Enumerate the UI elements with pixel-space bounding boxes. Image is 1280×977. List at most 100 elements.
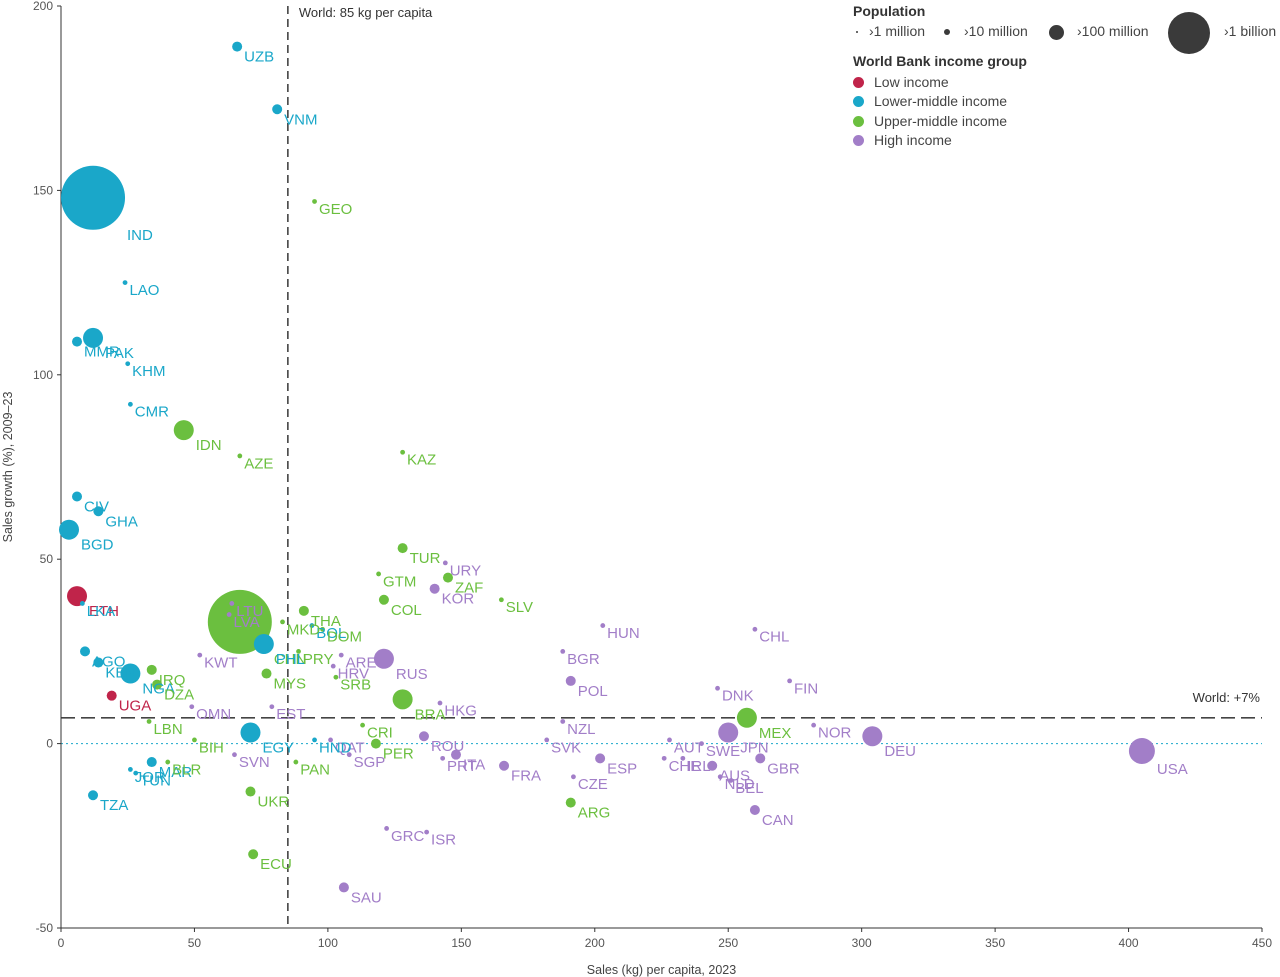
label-mmr: MMR bbox=[84, 344, 120, 361]
label-khm: KHM bbox=[132, 363, 165, 380]
high-income-swatch bbox=[853, 135, 864, 146]
label-nld: NLD bbox=[725, 776, 755, 793]
label-isr: ISR bbox=[431, 832, 456, 849]
label-cmr: CMR bbox=[135, 404, 169, 421]
point-chl bbox=[752, 626, 758, 632]
label-ecu: ECU bbox=[260, 856, 292, 873]
label-rus: RUS bbox=[396, 666, 428, 683]
point-qat bbox=[328, 737, 333, 743]
point-tun bbox=[133, 770, 139, 776]
point-ken bbox=[93, 657, 104, 668]
point-are bbox=[338, 652, 344, 658]
point-esp bbox=[595, 753, 606, 764]
point-ukr bbox=[245, 786, 256, 797]
label-ind: IND bbox=[127, 227, 153, 244]
point-pak bbox=[83, 327, 104, 348]
point-aut bbox=[667, 737, 672, 743]
x-tick-label: 450 bbox=[1252, 936, 1272, 950]
point-rus bbox=[373, 648, 394, 669]
point-irq bbox=[146, 664, 157, 675]
point-svk bbox=[544, 737, 550, 743]
point-prt bbox=[440, 755, 446, 761]
label-lbn: LBN bbox=[153, 721, 182, 738]
point-civ bbox=[72, 491, 83, 502]
label-nor: NOR bbox=[818, 725, 852, 742]
label-lao: LAO bbox=[129, 282, 159, 299]
low-income-swatch bbox=[853, 77, 864, 88]
label-srb: SRB bbox=[340, 677, 371, 694]
label-phl: PHL bbox=[276, 651, 305, 668]
point-jpn bbox=[718, 722, 739, 743]
label-hrv: HRV bbox=[338, 666, 369, 683]
label-qat: QAT bbox=[335, 739, 365, 756]
label-gha: GHA bbox=[105, 513, 138, 530]
label-tun: TUN bbox=[140, 773, 171, 790]
population-1b-marker bbox=[1168, 12, 1210, 54]
point-bol bbox=[309, 623, 315, 628]
label-jpn: JPN bbox=[740, 740, 768, 757]
point-kor bbox=[429, 583, 440, 594]
point-aze bbox=[237, 453, 243, 459]
point-slv bbox=[498, 597, 504, 603]
point-col bbox=[378, 594, 389, 605]
point-phl bbox=[253, 634, 274, 655]
point-omn bbox=[189, 704, 195, 710]
world-growth-reference-label: World: +7% bbox=[1193, 690, 1261, 705]
point-swe bbox=[699, 741, 704, 746]
point-hkg bbox=[437, 700, 443, 706]
label-cri: CRI bbox=[367, 725, 393, 742]
label-jor: JOR bbox=[135, 769, 165, 786]
point-uzb bbox=[232, 41, 243, 52]
label-lva: LVA bbox=[234, 614, 260, 631]
reference-lines: World: 85 kg per capita World: +7% bbox=[61, 5, 1262, 928]
point-mkd bbox=[280, 619, 285, 625]
point-hnd bbox=[312, 737, 317, 743]
point-lbn bbox=[146, 719, 152, 724]
label-slv: SLV bbox=[506, 599, 533, 616]
point-idn bbox=[173, 420, 194, 441]
label-egy: EGY bbox=[262, 740, 294, 757]
point-lao bbox=[122, 280, 128, 285]
x-tick-label: 200 bbox=[585, 936, 605, 950]
label-bgd: BGD bbox=[81, 537, 114, 554]
point-che bbox=[661, 755, 667, 761]
point-cze bbox=[571, 774, 576, 780]
point-irl bbox=[680, 755, 686, 761]
point-bel bbox=[728, 778, 734, 783]
label-pry: PRY bbox=[303, 651, 334, 668]
point-geo bbox=[312, 199, 317, 204]
label-hkg: HKG bbox=[444, 702, 477, 719]
population-10m-label: ›10 million bbox=[964, 23, 1028, 39]
population-10m-marker bbox=[944, 29, 950, 35]
point-cmr bbox=[127, 401, 133, 407]
point-dnk bbox=[715, 685, 720, 691]
label-mys: MYS bbox=[274, 676, 307, 693]
label-ury: URY bbox=[450, 562, 481, 579]
label-tza: TZA bbox=[100, 797, 128, 814]
point-aus bbox=[707, 760, 718, 771]
label-sau: SAU bbox=[351, 889, 382, 906]
population-legend-title: Population bbox=[853, 3, 926, 19]
label-ken: KEN bbox=[105, 664, 136, 681]
x-tick-label: 150 bbox=[451, 936, 471, 950]
label-rou: ROU bbox=[431, 738, 464, 755]
label-pan: PAN bbox=[300, 761, 330, 778]
point-bgd bbox=[59, 519, 80, 540]
point-gha bbox=[93, 506, 104, 517]
label-ago: AGO bbox=[92, 653, 125, 670]
label-cze: CZE bbox=[578, 776, 608, 793]
point-mmr bbox=[72, 336, 83, 347]
label-mex: MEX bbox=[759, 725, 792, 742]
point-est bbox=[269, 704, 275, 710]
point-fin bbox=[787, 678, 793, 684]
label-chl: CHL bbox=[759, 629, 789, 646]
point-mar bbox=[146, 757, 157, 768]
point-hun bbox=[600, 623, 606, 628]
label-col: COL bbox=[391, 602, 422, 619]
x-tick-label: 50 bbox=[188, 936, 202, 950]
label-can: CAN bbox=[762, 812, 794, 829]
label-kaz: KAZ bbox=[407, 452, 436, 469]
label-omn: OMN bbox=[196, 706, 231, 723]
label-kwt: KWT bbox=[204, 654, 237, 671]
label-ukr: UKR bbox=[257, 794, 289, 811]
